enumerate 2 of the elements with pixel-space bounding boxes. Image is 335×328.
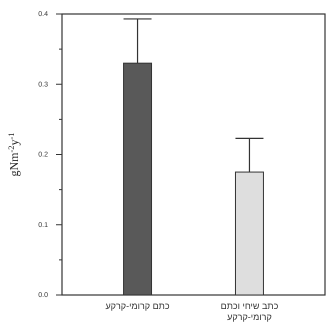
x-tick-label: כתב שיחי וכתם קרומי-קרקע <box>220 301 279 322</box>
x-tick-label: כתם קרומי-קרקע <box>105 301 170 311</box>
